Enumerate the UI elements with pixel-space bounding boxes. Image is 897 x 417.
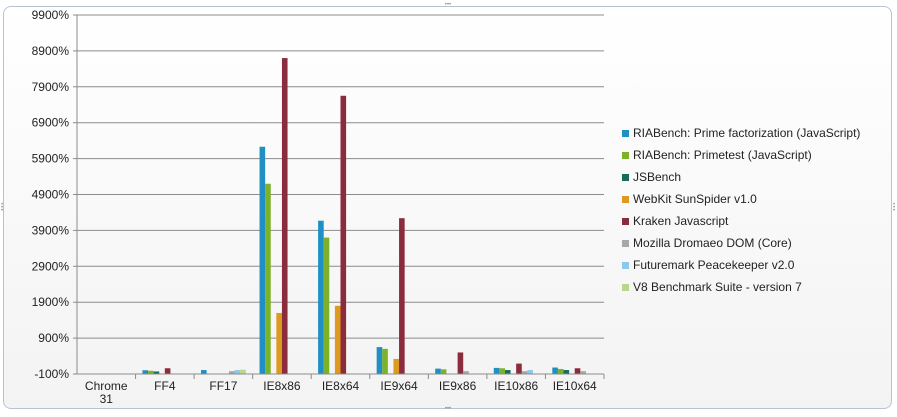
chart-frame xyxy=(3,6,892,409)
resize-handle-bottom-icon[interactable]: ••• xyxy=(444,406,452,412)
legend-swatch xyxy=(622,261,629,269)
bar xyxy=(142,370,149,374)
x-tick-label: FF4 xyxy=(154,379,176,393)
bar xyxy=(499,368,505,374)
bar xyxy=(493,367,500,374)
y-tick-label: 8900% xyxy=(32,44,70,58)
x-tick-label: IE9x64 xyxy=(380,379,418,393)
legend-item: Kraken Javascript xyxy=(622,210,860,232)
bar xyxy=(228,371,235,374)
y-tick-label: 1900% xyxy=(32,295,70,309)
bar xyxy=(234,370,241,374)
bar xyxy=(399,218,405,374)
bar xyxy=(281,58,288,375)
legend-label: WebKit SunSpider v1.0 xyxy=(633,192,757,206)
legend-item: RIABench: Primetest (JavaScript) xyxy=(622,144,860,166)
axes xyxy=(76,15,605,379)
legend-label: Kraken Javascript xyxy=(633,214,729,228)
x-tick-label: FF17 xyxy=(209,379,237,393)
bar xyxy=(265,183,271,374)
bar xyxy=(153,371,160,374)
y-axis-labels: -100% 900% 1900% 2900% 3900% 4900% 5900% 6900% 7… xyxy=(32,8,70,381)
x-tick-label: IE9x86 xyxy=(439,379,477,393)
resize-handle-right-icon[interactable]: • • • xyxy=(892,202,896,214)
bar xyxy=(393,358,400,374)
resize-handle-top-icon[interactable]: ••• xyxy=(444,2,452,8)
bar xyxy=(164,368,171,374)
bar xyxy=(521,371,528,374)
bar xyxy=(516,363,522,374)
legend-swatch xyxy=(622,283,629,291)
bar xyxy=(435,368,441,374)
legend-item: Futuremark Peacekeeper v2.0 xyxy=(622,254,860,276)
bar xyxy=(563,370,570,374)
bar xyxy=(457,352,464,374)
bar xyxy=(148,370,154,374)
legend: RIABench: Prime factorization (JavaScrip… xyxy=(622,122,860,298)
y-tick-label: 9900% xyxy=(32,8,70,22)
bar xyxy=(574,368,581,374)
legend-swatch xyxy=(622,151,629,159)
legend-label: RIABench: Primetest (JavaScript) xyxy=(633,148,812,162)
y-tick-label: 4900% xyxy=(32,188,70,202)
y-tick-label: 2900% xyxy=(32,259,70,273)
legend-item: Mozilla Dromaeo DOM (Core) xyxy=(622,232,860,254)
legend-item: V8 Benchmark Suite - version 7 xyxy=(622,276,860,298)
y-tick-label: 7900% xyxy=(32,80,70,94)
bar xyxy=(259,146,266,374)
y-tick-label: 3900% xyxy=(32,223,70,237)
legend-item: WebKit SunSpider v1.0 xyxy=(622,188,860,210)
legend-label: JSBench xyxy=(633,170,682,184)
legend-swatch xyxy=(622,195,629,203)
bar xyxy=(334,305,341,374)
x-tick-label: IE10x64 xyxy=(553,379,597,393)
legend-label: Mozilla Dromaeo DOM (Core) xyxy=(633,236,792,250)
legend-item: RIABench: Prime factorization (JavaScrip… xyxy=(622,122,860,144)
bar xyxy=(240,369,246,374)
bar-series xyxy=(142,58,586,375)
bar xyxy=(323,237,330,374)
bar xyxy=(463,371,469,374)
y-tick-label: -100% xyxy=(34,367,69,381)
bar xyxy=(318,220,324,374)
y-tick-label: 6900% xyxy=(32,116,70,130)
bar xyxy=(557,368,564,374)
bar xyxy=(276,312,282,374)
legend-swatch xyxy=(622,173,629,181)
x-tick-label: IE8x64 xyxy=(322,379,360,393)
legend-label: V8 Benchmark Suite - version 7 xyxy=(633,280,802,294)
legend-label: Futuremark Peacekeeper v2.0 xyxy=(633,258,795,272)
bar xyxy=(440,369,447,374)
bar xyxy=(552,367,558,374)
legend-swatch xyxy=(622,217,629,225)
x-tick-label: IE10x86 xyxy=(494,379,538,393)
y-tick-label: 5900% xyxy=(32,152,70,166)
y-tick-label: 900% xyxy=(38,331,69,345)
bar xyxy=(580,371,586,374)
bar xyxy=(340,95,347,375)
legend-label: RIABench: Prime factorization (JavaScrip… xyxy=(633,126,861,140)
bar xyxy=(527,370,533,374)
bar xyxy=(200,370,207,374)
x-tick-label: 31 xyxy=(100,392,114,406)
bar xyxy=(376,347,383,374)
resize-handle-left-icon[interactable]: • • • xyxy=(0,202,4,214)
legend-swatch xyxy=(622,239,629,247)
legend-item: JSBench xyxy=(622,166,860,188)
x-tick-label: Chrome xyxy=(85,379,128,393)
bar xyxy=(504,370,511,374)
x-tick-label: IE8x86 xyxy=(263,379,301,393)
bar xyxy=(382,348,388,374)
legend-swatch xyxy=(622,129,629,137)
